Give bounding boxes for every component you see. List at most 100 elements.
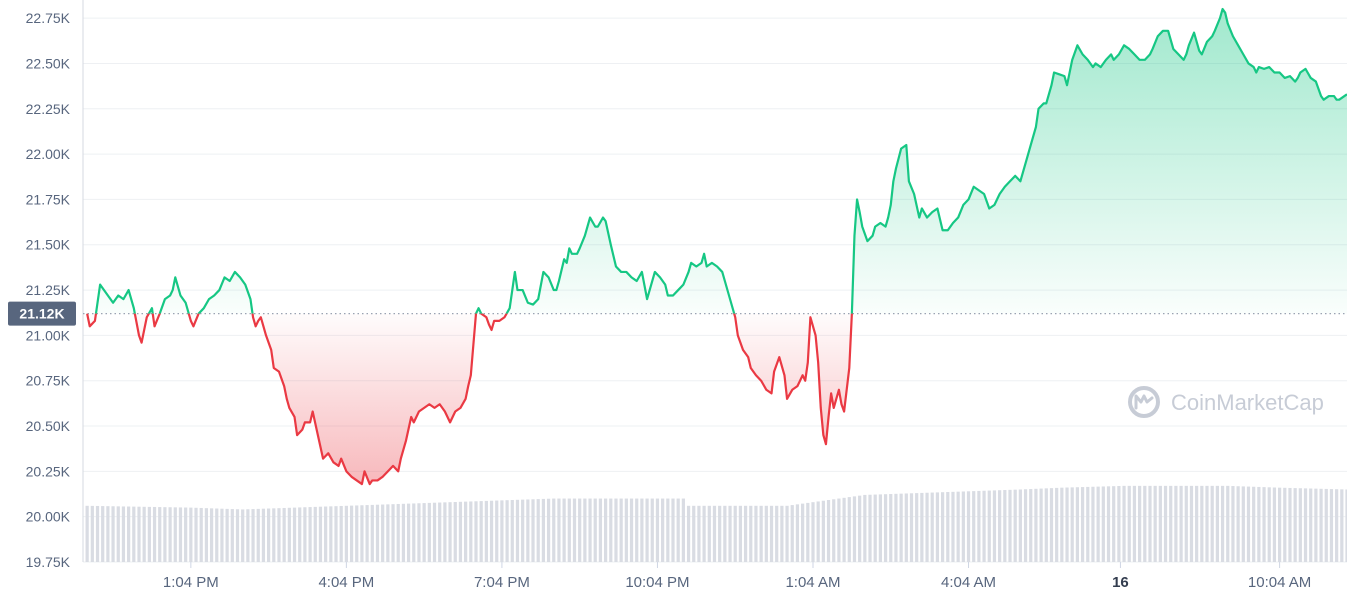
volume-bar (837, 498, 841, 562)
volume-bar (417, 503, 421, 562)
volume-bar (1049, 488, 1054, 562)
volume-bar (650, 498, 654, 562)
volume-bar (1324, 488, 1328, 562)
volume-bar (448, 502, 452, 562)
volume-bar (572, 498, 577, 562)
volume-bar (1029, 489, 1033, 562)
volume-bar (1132, 485, 1137, 562)
volume-bar (733, 505, 737, 562)
volume-bar (1018, 489, 1022, 562)
volume-bar (1096, 486, 1100, 562)
volume-bar (334, 506, 338, 562)
x-axis-ticks: 1:04 PM 4:04 PM 7:04 PM 10:04 PM 1:04 AM 4:04… (163, 562, 1311, 591)
volume-bar (806, 502, 810, 562)
volume-bar (992, 490, 997, 562)
y-tick-label: 21.50K (26, 237, 71, 253)
volume-bar (863, 494, 867, 562)
volume-bar (635, 498, 639, 562)
y-tick-label: 20.00K (26, 509, 71, 525)
volume-bar (1065, 487, 1069, 562)
volume-bar (95, 505, 100, 562)
volume-bar (474, 501, 478, 562)
volume-bar (1080, 487, 1085, 562)
volume-bar (204, 508, 209, 562)
y-tick-label: 22.75K (26, 10, 71, 26)
volume-bar (427, 502, 431, 562)
volume-bar (676, 498, 680, 562)
volume-bar (189, 507, 193, 562)
volume-bar (1138, 485, 1142, 562)
volume-bar (769, 505, 774, 562)
y-tick-label: 22.25K (26, 101, 71, 117)
volume-bar (1034, 488, 1038, 562)
volume-bar (1075, 487, 1080, 562)
volume-bar (552, 498, 556, 562)
volume-bar (1184, 485, 1188, 562)
volume-bar (489, 500, 494, 562)
volume-bar (406, 503, 411, 562)
area-fill-below-reference (87, 313, 852, 485)
volume-bar (251, 509, 255, 562)
volume-bar (225, 508, 229, 562)
x-tick-label: 10:04 PM (625, 574, 689, 591)
volume-bar (645, 498, 649, 562)
volume-bar (432, 502, 437, 562)
volume-bar (1117, 486, 1121, 562)
volume-bar (852, 496, 857, 562)
volume-bar (686, 505, 691, 562)
volume-bar (1319, 488, 1323, 562)
volume-bar (935, 492, 940, 562)
volume-bar (526, 499, 530, 562)
x-tick-label: 4:04 AM (941, 574, 996, 591)
volume-bar (1039, 488, 1043, 562)
volume-bar (821, 500, 825, 562)
volume-bar (946, 492, 950, 562)
volume-bar (562, 498, 566, 562)
volume-bar (1340, 489, 1344, 562)
volume-bar (1179, 485, 1183, 562)
volume-bar (349, 505, 354, 562)
volume-bar (1272, 487, 1277, 562)
volume-bar (469, 501, 473, 562)
volume-bar (1091, 486, 1095, 562)
volume-bar (303, 507, 307, 562)
volume-bar (925, 492, 929, 562)
volume-bar (137, 506, 141, 562)
volume-bar (199, 507, 203, 562)
volume-bar (101, 506, 105, 562)
volume-bar (624, 498, 628, 562)
volume-bar (826, 499, 831, 562)
volume-bar (220, 508, 224, 562)
x-tick-label: 4:04 PM (318, 574, 374, 591)
volume-bar (567, 498, 571, 562)
volume-bar (671, 498, 675, 562)
volume-bar (365, 505, 369, 562)
volume-bar (557, 498, 561, 562)
volume-bar (1106, 486, 1111, 562)
y-tick-label: 22.00K (26, 146, 71, 162)
volume-bar (287, 507, 291, 562)
volume-bar (1163, 485, 1168, 562)
volume-bars (85, 485, 1347, 562)
volume-bar (344, 505, 348, 562)
volume-bar (401, 503, 406, 562)
price-line-below-reference (86, 313, 853, 486)
volume-bar (1246, 486, 1251, 562)
volume-bar (370, 504, 374, 562)
volume-bar (847, 497, 851, 562)
volume-bar (235, 509, 240, 562)
volume-bar (111, 506, 115, 562)
volume-bar (412, 503, 416, 562)
volume-bar (1329, 489, 1334, 562)
volume-bar (723, 505, 727, 562)
volume-bar (261, 508, 266, 562)
volume-bar (728, 505, 732, 562)
volume-bar (702, 505, 706, 562)
volume-bar (121, 506, 126, 562)
x-tick-label: 16 (1112, 574, 1129, 591)
volume-bar (422, 503, 426, 562)
volume-bar (775, 505, 779, 562)
watermark-text: CoinMarketCap (1171, 390, 1324, 415)
volume-bar (640, 498, 644, 562)
